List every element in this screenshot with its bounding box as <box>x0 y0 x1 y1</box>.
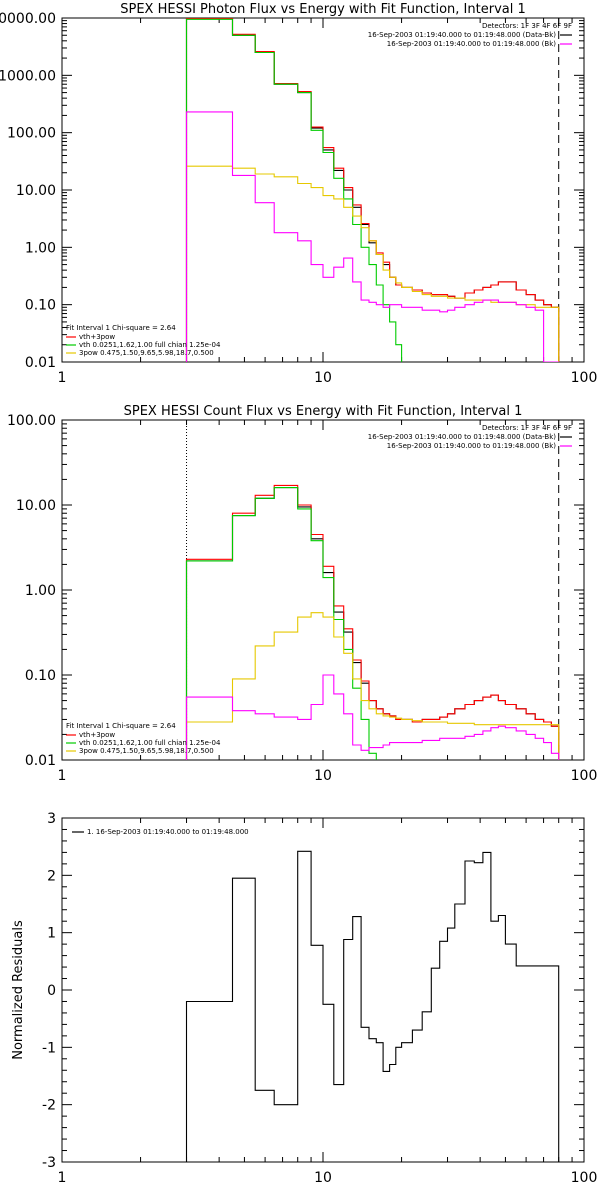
y-tick-label: 0.01 <box>25 753 56 769</box>
x-tick-label: 1 <box>58 1170 67 1186</box>
panel-3: 1 10 100 -3 -2 -1 0 1 2 3 Normalized Residuals 1. 1… <box>11 811 597 1186</box>
series-vth <box>185 18 403 362</box>
y-tick-label: 0.10 <box>25 668 56 684</box>
legend-entry-label: vth+3pow <box>79 731 115 739</box>
y-tick-label: 10.00 <box>16 183 56 199</box>
y-tick-label: -2 <box>42 1098 56 1114</box>
x-tick-label: 100 <box>571 1170 598 1186</box>
y-tick-label: 100.00 <box>7 413 56 429</box>
y-tick-label: 0.10 <box>25 298 56 314</box>
fit-info: Fit Interval 1 Chi-square = 2.64 <box>66 324 176 332</box>
legend-entry-label: 16-Sep-2003 01:19:40.000 to 01:19:48.000… <box>387 40 557 48</box>
y-axis-label: Normalized Residuals <box>11 920 26 1060</box>
x-tick-label: 10 <box>314 1170 332 1186</box>
y-tick-label: 1.00 <box>25 583 56 599</box>
y-tick-label: -3 <box>42 1155 56 1171</box>
legend-entry-label: vth 0.0251,1.62,1.00 full chian 1.25e-04 <box>79 739 221 747</box>
y-tick-label: 100.00 <box>7 126 56 142</box>
series--data-bk- <box>185 18 560 362</box>
y-tick-label: 3 <box>47 811 56 827</box>
y-tick-label: 2 <box>47 868 56 884</box>
legend-entry-label: 16-Sep-2003 01:19:40.000 to 01:19:48.000… <box>368 433 557 441</box>
legend-entry-label: 3pow 0.475,1.50,9.65,5.98,18.7,0.500 <box>79 747 214 755</box>
y-tick-label: 10.00 <box>16 498 56 514</box>
y-tick-label: 0 <box>47 983 56 999</box>
legend-entry-label: vth 0.0251,1.62,1.00 full chian 1.25e-04 <box>79 341 221 349</box>
legend-entry-label: 1. 16-Sep-2003 01:19:40.000 to 01:19:48.… <box>87 828 249 836</box>
x-tick-label: 10 <box>314 768 332 784</box>
axes-frame <box>61 419 585 761</box>
x-tick-label: 1 <box>58 370 67 386</box>
legend-entry-label: 16-Sep-2003 01:19:40.000 to 01:19:48.000… <box>387 442 557 450</box>
x-tick-label: 10 <box>314 370 332 386</box>
y-tick-label: 1 <box>47 926 56 942</box>
chart-title: SPEX HESSI Photon Flux vs Energy with Fi… <box>120 2 526 17</box>
x-tick-label: 1 <box>58 768 67 784</box>
series-vth-3pow <box>185 484 560 760</box>
x-tick-label: 100 <box>571 768 598 784</box>
legend-entry-label: vth+3pow <box>79 333 115 341</box>
series--data-bk- <box>185 487 560 760</box>
series--bk- <box>185 111 560 362</box>
panel-2: SPEX HESSI Count Flux vs Energy with Fit… <box>7 404 597 784</box>
chart-title: SPEX HESSI Count Flux vs Energy with Fit… <box>124 404 523 419</box>
x-tick-label: 100 <box>571 370 598 386</box>
y-tick-label: -1 <box>42 1040 56 1056</box>
legend-entry-label: 3pow 0.475,1.50,9.65,5.98,18.7,0.500 <box>79 349 214 357</box>
y-tick-label: 1.00 <box>25 240 56 256</box>
series-residuals <box>185 850 560 1162</box>
panel-1: SPEX HESSI Photon Flux vs Energy with Fi… <box>0 2 597 386</box>
y-tick-label: 0.01 <box>25 355 56 371</box>
series-3pow <box>185 165 560 362</box>
series-vth <box>185 487 377 760</box>
detector-info: Detectors: 1F 3F 4F 6F 9F <box>482 424 572 432</box>
series--bk- <box>185 674 560 760</box>
series-vth-3pow <box>185 18 560 362</box>
fit-info: Fit Interval 1 Chi-square = 2.64 <box>66 722 176 730</box>
series-3pow <box>185 612 560 760</box>
legend-entry-label: 16-Sep-2003 01:19:40.000 to 01:19:48.000… <box>368 31 557 39</box>
y-tick-label: 10000.00 <box>0 11 56 27</box>
y-tick-label: 1000.00 <box>0 68 56 84</box>
detector-info: Detectors: 1F 3F 4F 6F 9F <box>482 22 572 30</box>
